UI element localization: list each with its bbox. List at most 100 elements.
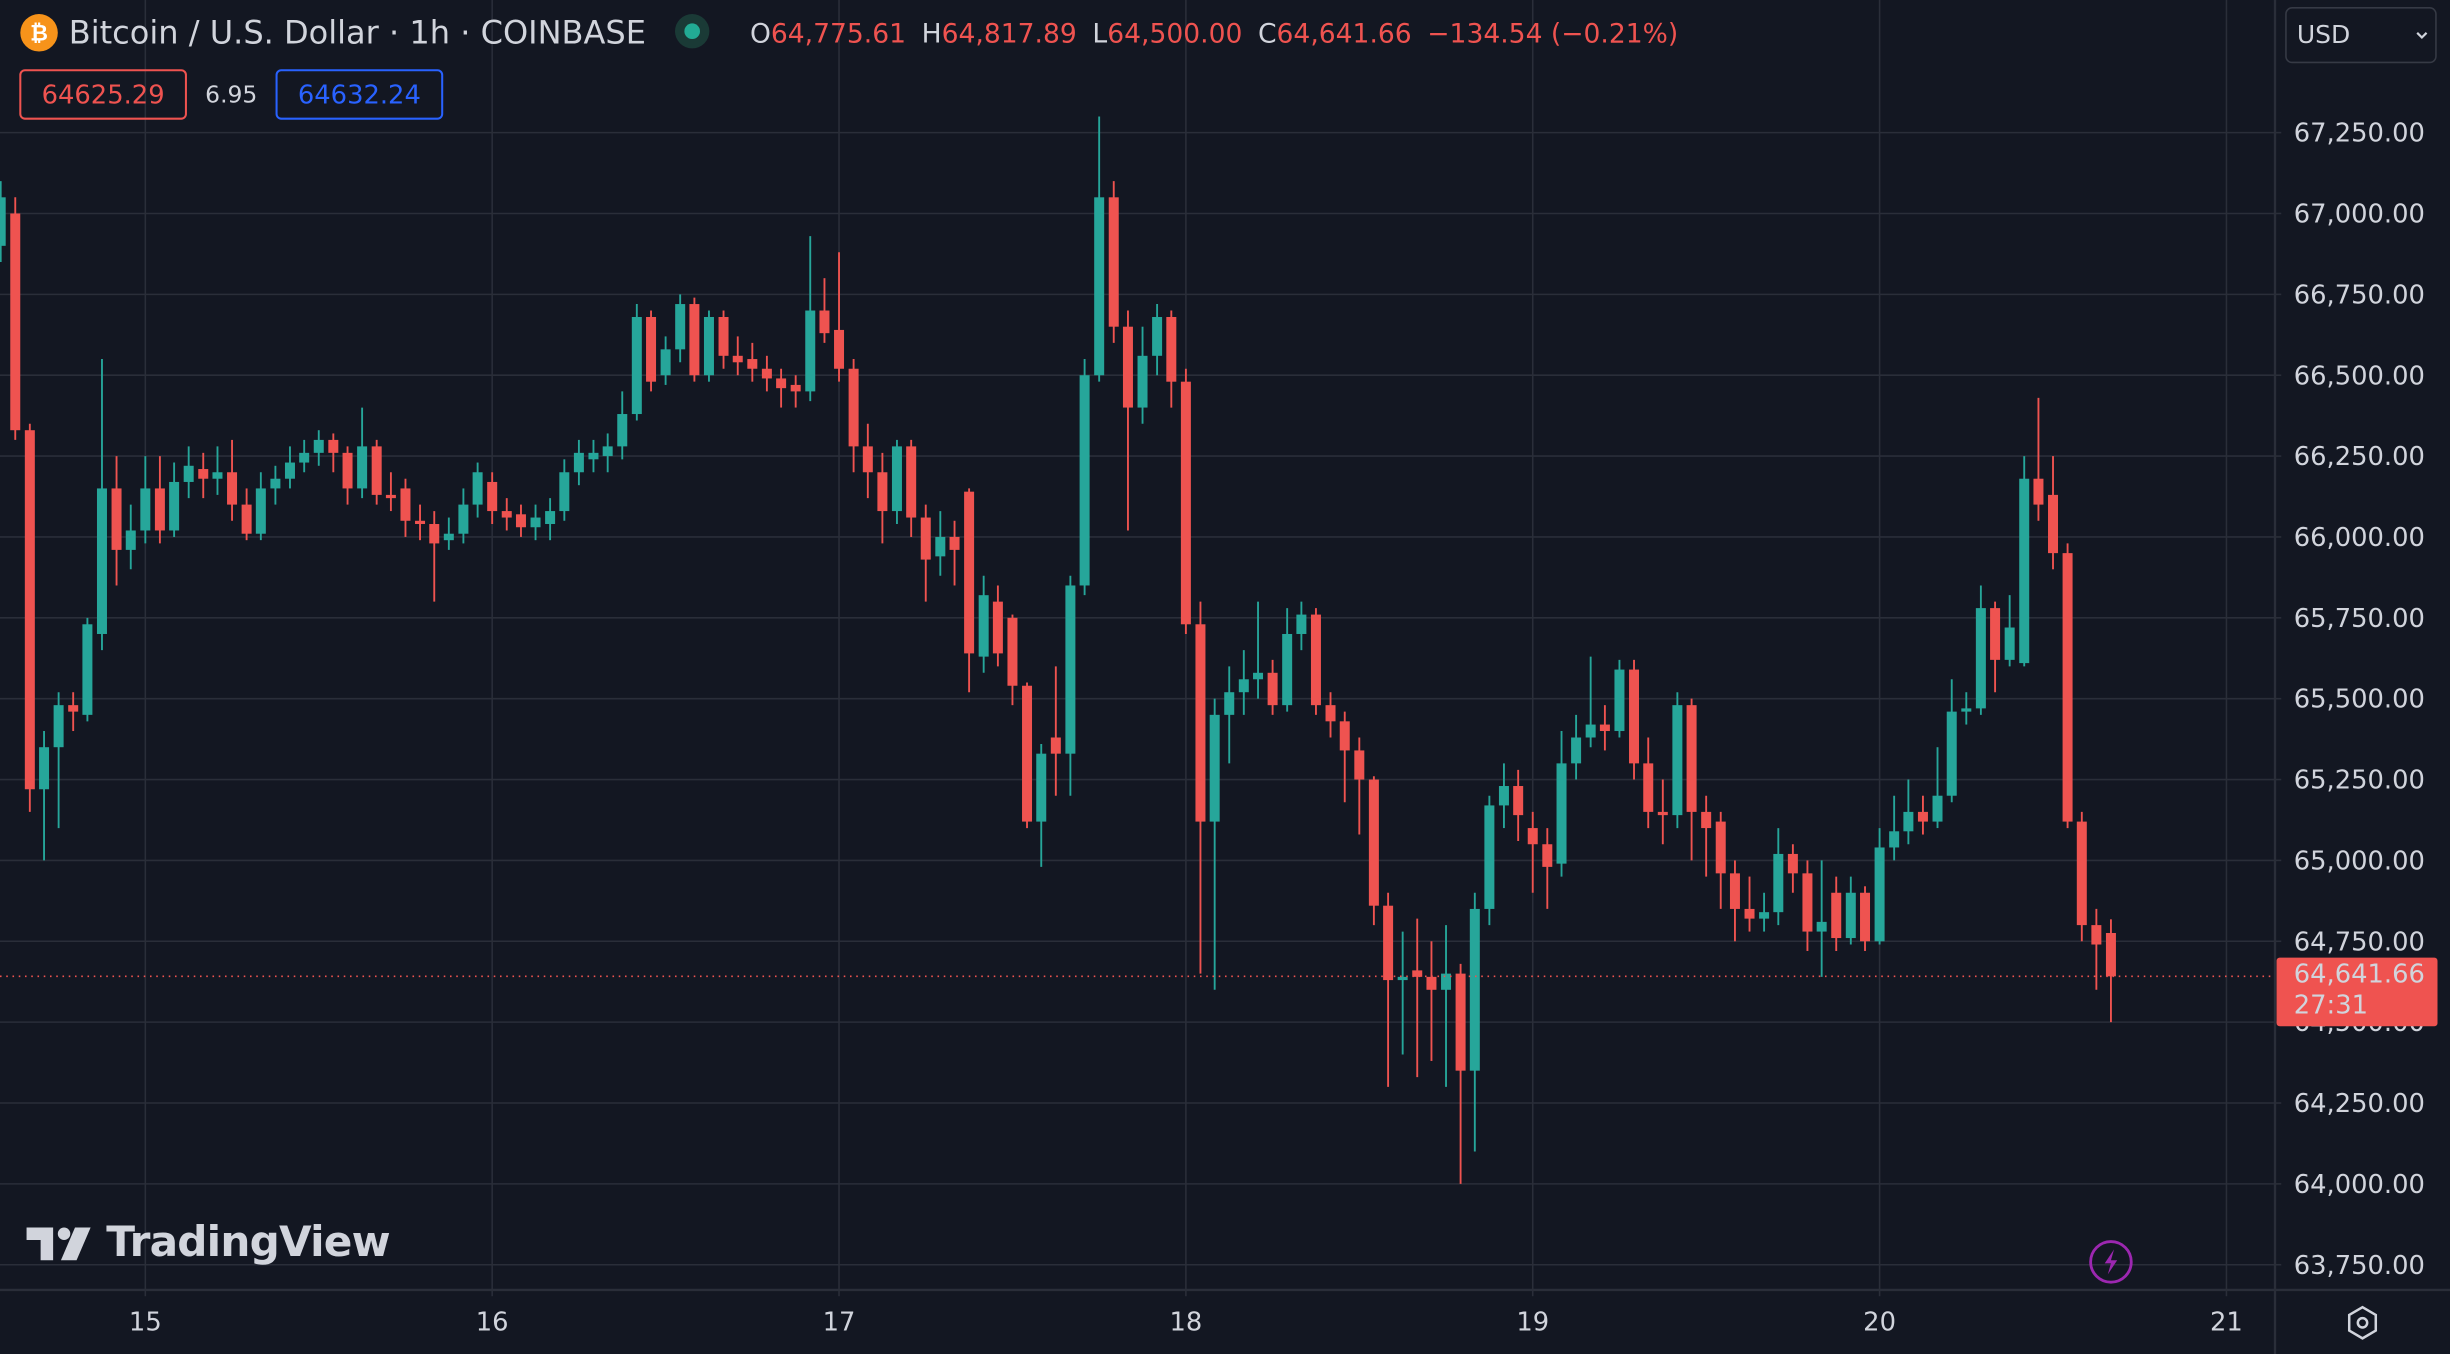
candle-body bbox=[790, 384, 801, 392]
candle-body bbox=[1122, 326, 1133, 408]
candle-body bbox=[429, 524, 440, 544]
x-tick-label: 16 bbox=[476, 1307, 509, 1337]
candle-body bbox=[964, 491, 975, 654]
candle-body bbox=[1383, 905, 1394, 981]
currency-dropdown[interactable] bbox=[2285, 7, 2437, 64]
x-tick-label: 18 bbox=[1169, 1307, 1202, 1337]
candle-body bbox=[2062, 553, 2073, 822]
candle-body bbox=[761, 368, 772, 379]
market-status-dot bbox=[684, 23, 700, 40]
y-tick-label: 63,750.00 bbox=[2294, 1251, 2425, 1281]
candle-body bbox=[1903, 811, 1914, 832]
candle-body bbox=[1137, 355, 1148, 408]
x-tick-label: 17 bbox=[823, 1307, 856, 1337]
last-price-tag bbox=[2276, 957, 2438, 1027]
candle-body bbox=[2105, 932, 2116, 977]
bid-box[interactable] bbox=[19, 69, 187, 120]
ohlc-value: 64,500.00 bbox=[1107, 18, 1242, 49]
last-price-label: 64,641.66 bbox=[2294, 959, 2425, 989]
logo-shape-2 bbox=[57, 1227, 71, 1240]
bar-countdown: 27:31 bbox=[2294, 990, 2368, 1020]
candle-body bbox=[1354, 750, 1365, 780]
candle-body bbox=[0, 197, 6, 246]
candle-body bbox=[978, 595, 989, 657]
candle-body bbox=[284, 462, 295, 479]
spread: 6.95 bbox=[205, 81, 257, 109]
candle-body bbox=[1845, 892, 1856, 939]
alert-button[interactable] bbox=[2089, 1240, 2133, 1284]
candle-body bbox=[154, 488, 165, 531]
candle-body bbox=[877, 472, 888, 512]
candle-body bbox=[1715, 821, 1726, 874]
candle-body bbox=[1802, 873, 1813, 932]
candle-body bbox=[241, 504, 252, 534]
logo-shape-3 bbox=[60, 1227, 91, 1261]
candle-body bbox=[328, 439, 339, 453]
candle-body bbox=[1975, 608, 1986, 709]
candle-body bbox=[718, 316, 729, 356]
ask-price: 64632.24 bbox=[298, 81, 421, 111]
ohlc-legend: O64,775.61 H64,817.89 L64,500.00 C64,641.66… bbox=[750, 18, 1678, 49]
candle-body bbox=[935, 536, 946, 557]
candle-body bbox=[1469, 908, 1480, 1071]
y-tick-label: 67,250.00 bbox=[2294, 119, 2425, 149]
candle-body bbox=[1238, 679, 1249, 693]
candle-body bbox=[487, 481, 498, 512]
candle-body bbox=[111, 488, 122, 550]
candle-body bbox=[1253, 672, 1264, 680]
candle-body bbox=[1599, 724, 1610, 732]
candle-body bbox=[949, 536, 960, 550]
candle-body bbox=[255, 488, 266, 534]
candle-body bbox=[1267, 672, 1278, 706]
candle-body bbox=[1946, 711, 1957, 796]
bid-price: 64625.29 bbox=[42, 81, 165, 111]
candles bbox=[0, 116, 2275, 1184]
candle-body bbox=[1455, 973, 1466, 1071]
candle-body bbox=[1744, 908, 1755, 919]
candle-body bbox=[747, 359, 758, 369]
candle-body bbox=[125, 530, 136, 550]
y-tick-label: 65,750.00 bbox=[2294, 604, 2425, 634]
candle-body bbox=[1325, 705, 1336, 722]
candle-body bbox=[183, 465, 194, 482]
candle-body bbox=[1007, 617, 1018, 686]
y-tick-label: 66,750.00 bbox=[2294, 280, 2425, 310]
settings-button[interactable] bbox=[2347, 1305, 2378, 1340]
candle-body bbox=[1961, 708, 1972, 712]
candle-body bbox=[1932, 795, 1943, 822]
candle-body bbox=[1079, 375, 1090, 586]
candle-body bbox=[169, 481, 180, 531]
candle-body bbox=[1672, 705, 1683, 816]
candle-body bbox=[1296, 614, 1307, 634]
candle-body bbox=[1614, 669, 1625, 732]
candle-body bbox=[1701, 811, 1712, 829]
candle-body bbox=[299, 452, 310, 463]
ask-box[interactable] bbox=[275, 69, 444, 120]
candle-body bbox=[96, 488, 107, 634]
candle-body bbox=[1339, 721, 1350, 751]
candle-body bbox=[660, 349, 671, 376]
candle-body bbox=[1224, 692, 1235, 715]
candle-body bbox=[1022, 685, 1033, 822]
dropdown-chevron bbox=[2416, 32, 2428, 40]
candle-body bbox=[1556, 763, 1567, 864]
candle-body bbox=[530, 517, 541, 528]
candle-body bbox=[1759, 912, 1770, 919]
candle-body bbox=[1657, 811, 1668, 816]
symbol-title[interactable]: Bitcoin / U.S. Dollar · 1h · COINBASE bbox=[69, 13, 646, 51]
candle-body bbox=[1629, 669, 1640, 764]
settings-icon bbox=[2347, 1305, 2378, 1340]
y-tick-label: 66,000.00 bbox=[2294, 523, 2425, 553]
candle-body bbox=[1036, 753, 1047, 822]
ohlc-label: L bbox=[1092, 18, 1107, 49]
candle-body bbox=[68, 705, 79, 712]
candle-body bbox=[1585, 724, 1596, 738]
ohlc-value: 64,817.89 bbox=[942, 18, 1077, 49]
candle-body bbox=[573, 452, 584, 473]
candle-body bbox=[1729, 873, 1740, 909]
y-tick-label: 65,000.00 bbox=[2294, 846, 2425, 876]
candle-body bbox=[2048, 494, 2059, 554]
brand-name: TradingView bbox=[106, 1217, 390, 1266]
candle-body bbox=[227, 472, 238, 505]
